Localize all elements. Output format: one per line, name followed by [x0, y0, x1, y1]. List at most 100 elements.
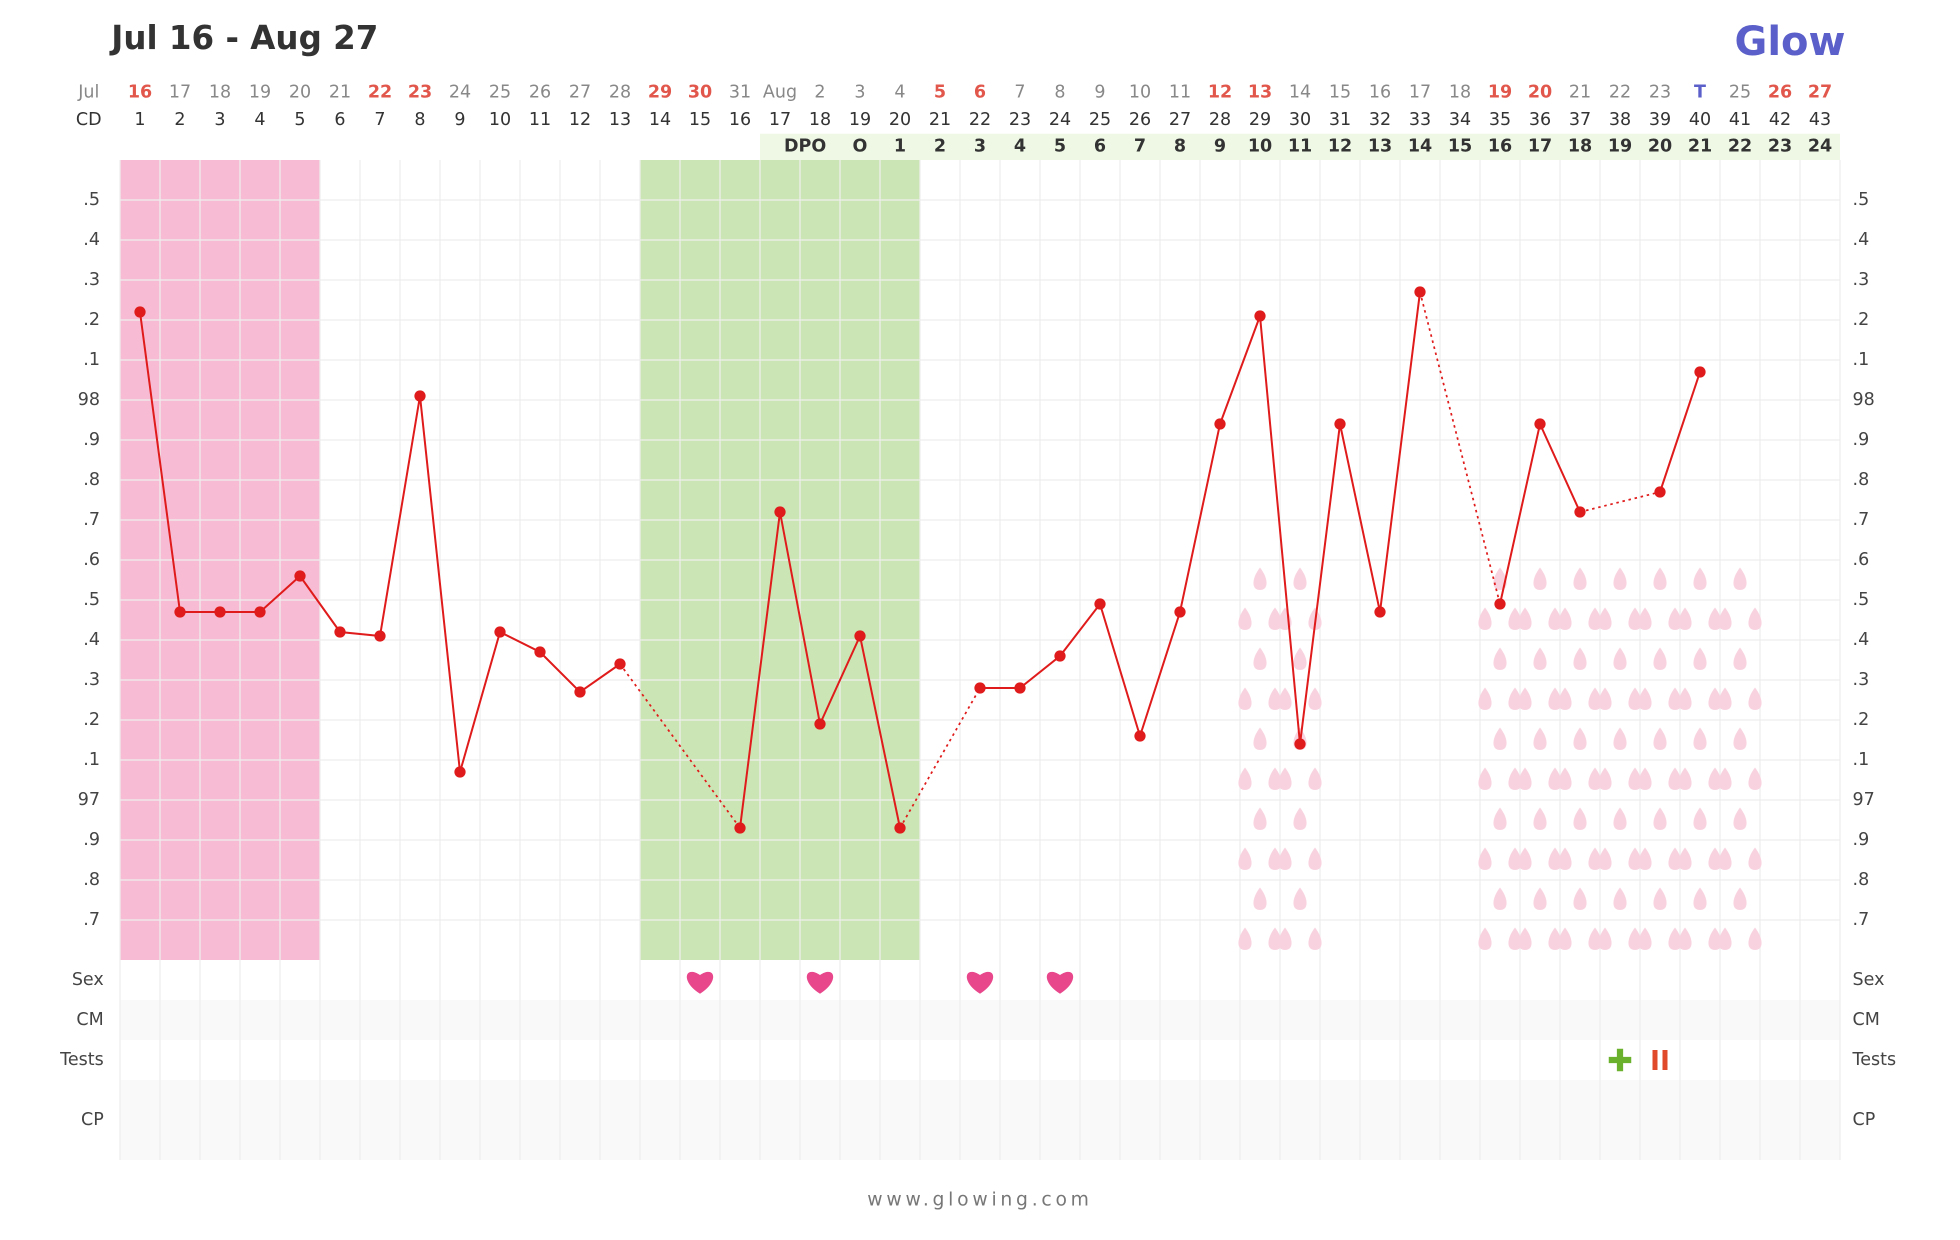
spotting-drop — [1253, 807, 1267, 830]
date-label: 18 — [209, 83, 231, 103]
temperature-point — [1174, 606, 1186, 618]
spotting-drop — [1293, 887, 1307, 910]
spotting-drop — [1558, 847, 1572, 870]
spotting-drop — [1678, 687, 1692, 710]
cd-value: 33 — [1409, 110, 1431, 130]
temperature-point — [414, 390, 426, 402]
dpo-value: 7 — [1134, 136, 1146, 156]
gap-connector — [899, 687, 981, 829]
spotting-drop — [1548, 687, 1562, 710]
temperature-point — [734, 822, 746, 834]
cp-row-bg — [120, 1080, 1840, 1160]
spotting-drop — [1293, 647, 1307, 670]
cd-value: 14 — [649, 110, 671, 130]
cd-value: 30 — [1289, 110, 1311, 130]
temperature-point — [1054, 650, 1066, 662]
row-label-right: CM — [1853, 1010, 1880, 1030]
cd-value: 36 — [1529, 110, 1551, 130]
cd-value: 16 — [729, 110, 751, 130]
spotting-drop — [1748, 607, 1762, 630]
spotting-drop — [1708, 847, 1722, 870]
y-tick-label: .6 — [83, 550, 100, 570]
cd-value: 29 — [1249, 110, 1271, 130]
y-tick-label: .2 — [83, 310, 100, 330]
spotting-drop — [1668, 767, 1682, 790]
spotting-drop — [1588, 767, 1602, 790]
spotting-drop — [1493, 567, 1507, 590]
spotting-drop — [1253, 887, 1267, 910]
cd-value: 15 — [689, 110, 711, 130]
footer[interactable]: www.glowing.com — [867, 1190, 1092, 1211]
spotting-drop — [1748, 767, 1762, 790]
dpo-value: 11 — [1288, 136, 1312, 156]
temperature-point — [254, 606, 266, 618]
dpo-value: 23 — [1768, 136, 1792, 156]
brand-logo[interactable]: Glow — [1735, 19, 1846, 65]
temperature-point — [1294, 738, 1306, 750]
y-tick-label: .3 — [83, 270, 100, 290]
temperature-point — [814, 718, 826, 730]
date-label: 23 — [408, 83, 432, 103]
y-tick-label: .9 — [83, 830, 100, 850]
date-label: 19 — [1488, 83, 1512, 103]
date-label: 6 — [974, 83, 986, 103]
date-label: 27 — [569, 83, 591, 103]
spotting-drop — [1238, 927, 1252, 950]
spotting-drop — [1668, 687, 1682, 710]
gap-connector — [619, 663, 741, 829]
y-tick-label-right: .4 — [1853, 630, 1870, 650]
dpo-value: 8 — [1174, 136, 1186, 156]
date-label: 2 — [814, 83, 825, 103]
spotting-drop — [1238, 767, 1252, 790]
date-label: 30 — [688, 83, 712, 103]
date-label: 5 — [934, 83, 946, 103]
date-label: Aug — [763, 83, 797, 103]
spotting-drop — [1478, 927, 1492, 950]
chart-title: Jul 16 - Aug 27 — [109, 19, 378, 57]
spotting-drop — [1598, 687, 1612, 710]
cd-value: 19 — [849, 110, 871, 130]
temperature-point — [134, 306, 146, 318]
temperature-line — [1659, 371, 1701, 493]
spotting-drop — [1238, 607, 1252, 630]
y-tick-label: .1 — [83, 750, 100, 770]
spotting-drop — [1718, 927, 1732, 950]
dpo-value: 21 — [1688, 136, 1712, 156]
spotting-drop — [1268, 767, 1282, 790]
y-tick-label-right: .3 — [1853, 670, 1870, 690]
heart-icon — [806, 971, 834, 994]
spotting-drop — [1548, 847, 1562, 870]
spotting-drop — [1508, 767, 1522, 790]
temperature-point — [1214, 418, 1226, 430]
spotting-drop — [1613, 807, 1627, 830]
spotting-drop — [1668, 847, 1682, 870]
cd-value: 41 — [1729, 110, 1751, 130]
temperature-point — [774, 506, 786, 518]
spotting-drop — [1238, 847, 1252, 870]
spotting-drop — [1548, 607, 1562, 630]
spotting-drop — [1268, 607, 1282, 630]
temperature-point — [494, 626, 506, 638]
date-label: 4 — [894, 83, 905, 103]
spotting-drop — [1238, 687, 1252, 710]
cd-label: CD — [76, 110, 102, 130]
spotting-drop — [1598, 847, 1612, 870]
row-label: CM — [76, 1010, 103, 1030]
spotting-drop — [1748, 927, 1762, 950]
cd-value: 32 — [1369, 110, 1391, 130]
y-tick-label-right: .3 — [1853, 270, 1870, 290]
spotting-drop — [1628, 847, 1642, 870]
spotting-drop — [1278, 927, 1292, 950]
spotting-drop — [1558, 767, 1572, 790]
spotting-drop — [1493, 727, 1507, 750]
y-tick-label: 97 — [78, 790, 100, 810]
spotting-drop — [1708, 607, 1722, 630]
dpo-value: 12 — [1328, 136, 1352, 156]
spotting-drop — [1628, 927, 1642, 950]
y-tick-label: .8 — [83, 870, 100, 890]
y-tick-label-right: .9 — [1853, 830, 1870, 850]
spotting-drop — [1708, 687, 1722, 710]
spotting-drop — [1588, 607, 1602, 630]
date-label: 17 — [1409, 83, 1431, 103]
